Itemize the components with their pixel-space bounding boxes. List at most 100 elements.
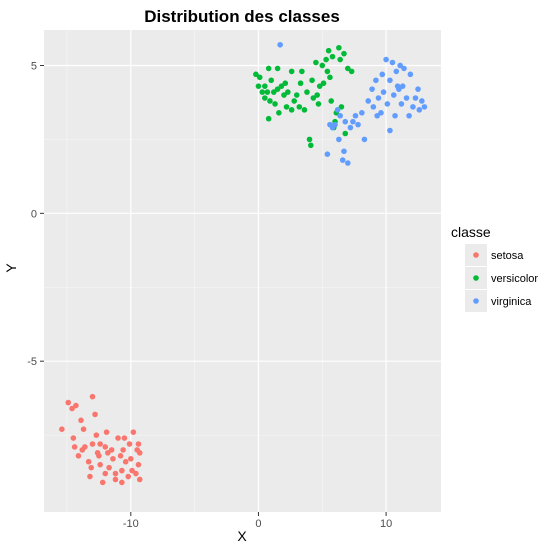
data-point-virginica: [390, 92, 397, 98]
data-point-versicolor: [307, 142, 314, 149]
data-point-versicolor: [325, 47, 332, 54]
data-point-setosa: [112, 476, 119, 483]
data-point-virginica: [324, 151, 331, 157]
data-point-setosa: [136, 476, 143, 483]
data-point-versicolor: [276, 109, 282, 116]
data-point-setosa: [93, 432, 100, 438]
data-point-virginica: [394, 83, 401, 89]
data-point-versicolor: [306, 136, 313, 143]
data-point-versicolor: [314, 92, 320, 98]
data-point-virginica: [393, 68, 400, 75]
data-point-setosa: [71, 444, 78, 450]
y-tick-label: 5: [31, 60, 37, 72]
data-point-setosa: [103, 429, 110, 435]
data-point-setosa: [92, 411, 98, 418]
data-point-setosa: [102, 470, 109, 477]
series-versicolor: [253, 44, 355, 149]
data-point-setosa: [120, 447, 126, 453]
data-point-versicolor: [288, 107, 295, 113]
data-point-virginica: [387, 127, 393, 134]
data-point-setosa: [82, 444, 88, 450]
data-point-virginica: [350, 118, 356, 125]
data-point-versicolor: [309, 77, 315, 84]
data-point-setosa: [136, 450, 143, 456]
data-point-virginica: [370, 104, 377, 110]
data-point-versicolor: [327, 74, 333, 81]
data-point-virginica: [355, 121, 361, 128]
legend: classe setosa versicolor virginica: [451, 224, 538, 312]
y-tick-label: 0: [31, 208, 37, 220]
data-point-setosa: [135, 441, 142, 447]
data-point-versicolor: [293, 92, 300, 98]
data-point-virginica: [374, 112, 380, 119]
data-point-virginica: [378, 109, 384, 116]
data-point-versicolor: [274, 65, 281, 72]
data-point-virginica: [399, 83, 406, 89]
data-point-setosa: [121, 435, 128, 441]
data-point-virginica: [397, 62, 403, 69]
data-point-versicolor: [265, 65, 272, 72]
data-point-versicolor: [255, 83, 262, 89]
legend-items: setosa versicolor virginica: [465, 244, 538, 312]
data-point-setosa: [125, 473, 132, 480]
data-point-setosa: [70, 435, 77, 441]
data-point-versicolor: [282, 80, 289, 87]
data-point-setosa: [112, 470, 119, 477]
data-point-versicolor: [288, 68, 295, 75]
data-point-virginica: [410, 104, 416, 110]
chart-title: Distribution des classes: [144, 7, 340, 26]
data-point-versicolor: [253, 71, 259, 78]
legend-label-virginica: virginica: [491, 296, 532, 308]
data-point-versicolor: [348, 68, 355, 75]
data-point-virginica: [419, 98, 425, 104]
data-point-setosa: [126, 441, 133, 447]
data-point-setosa: [75, 453, 82, 459]
legend-key-versicolor: [473, 275, 479, 281]
data-point-virginica: [341, 148, 347, 155]
data-point-virginica: [365, 98, 372, 104]
data-point-versicolor: [304, 89, 310, 95]
data-point-virginica: [406, 112, 412, 119]
data-point-versicolor: [337, 56, 343, 63]
data-point-virginica: [334, 107, 341, 113]
data-point-versicolor: [345, 65, 351, 72]
data-point-versicolor: [281, 92, 287, 98]
data-point-versicolor: [268, 77, 275, 84]
data-point-versicolor: [301, 107, 308, 113]
data-point-virginica: [332, 121, 338, 128]
data-point-virginica: [369, 86, 375, 92]
data-point-virginica: [416, 107, 423, 113]
data-point-virginica: [412, 95, 419, 101]
data-point-virginica: [345, 160, 351, 166]
y-axis-ticks: -5 0 5: [27, 60, 44, 368]
legend-key-virginica: [473, 298, 479, 304]
data-point-virginica: [373, 77, 379, 84]
data-point-versicolor: [324, 68, 331, 75]
data-point-versicolor: [283, 104, 290, 110]
data-point-virginica: [415, 86, 421, 92]
data-point-versicolor: [272, 101, 278, 107]
data-point-virginica: [347, 124, 354, 131]
plot-panel: [44, 30, 441, 512]
data-point-versicolor: [319, 62, 326, 69]
data-point-setosa: [117, 453, 124, 459]
data-point-virginica: [421, 104, 428, 110]
data-point-setosa: [73, 402, 79, 409]
data-point-setosa: [80, 426, 87, 433]
legend-item-versicolor: versicolor: [465, 267, 538, 289]
data-point-setosa: [105, 450, 111, 456]
legend-key-setosa: [473, 252, 479, 258]
data-point-versicolor: [299, 68, 305, 75]
data-point-versicolor: [291, 98, 297, 104]
data-point-versicolor: [315, 101, 322, 107]
data-point-setosa: [135, 461, 142, 468]
data-point-setosa: [65, 399, 72, 406]
data-point-setosa: [102, 444, 109, 450]
grid-major: [44, 30, 441, 512]
legend-item-virginica: virginica: [465, 290, 532, 312]
data-point-setosa: [108, 447, 115, 453]
data-point-setosa: [96, 453, 102, 459]
data-points: [59, 41, 428, 486]
data-point-setosa: [97, 441, 103, 447]
data-point-versicolor: [328, 98, 335, 104]
